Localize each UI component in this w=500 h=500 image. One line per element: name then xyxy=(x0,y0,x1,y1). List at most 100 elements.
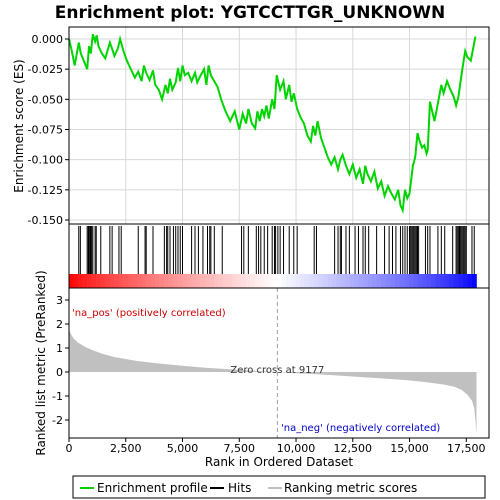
gradient-segment xyxy=(250,274,255,288)
gradient-segment xyxy=(101,274,106,288)
gradient-segment xyxy=(268,274,273,288)
gradient-segment xyxy=(128,274,133,288)
gradient-segment xyxy=(83,274,88,288)
gradient-segment xyxy=(422,274,427,288)
gradient-segment xyxy=(187,274,192,288)
es-y-tick-label: -0.025 xyxy=(28,63,63,76)
metric-y-tick-label: 1 xyxy=(56,342,63,355)
metric-y-tick-label: -2 xyxy=(52,414,63,427)
gradient-segment xyxy=(214,274,219,288)
metric-y-axis: 3 2 1 0 -1 -2 xyxy=(52,294,69,427)
negative-correlation-label: 'na_neg' (negatively correlated) xyxy=(281,423,440,434)
gradient-segment xyxy=(227,274,232,288)
gradient-segment xyxy=(363,274,368,288)
gradient-segment xyxy=(87,274,92,288)
x-tick-label: 5,000 xyxy=(167,442,199,455)
gradient-segment xyxy=(467,274,472,288)
gradient-segment xyxy=(386,274,391,288)
es-y-axis-label: Enrichment score (ES) xyxy=(12,59,26,192)
gradient-segment xyxy=(169,274,174,288)
es-y-tick-label: 0.000 xyxy=(32,33,64,46)
gradient-segment xyxy=(191,274,196,288)
metric-y-tick-label: 0 xyxy=(56,366,63,379)
gradient-segment xyxy=(205,274,210,288)
gradient-segment xyxy=(304,274,309,288)
gradient-segment xyxy=(372,274,377,288)
es-y-tick-label: -0.150 xyxy=(28,214,63,227)
ranking-metric-area xyxy=(69,326,477,434)
gradient-segment xyxy=(458,274,463,288)
x-tick-label: 17,500 xyxy=(447,442,486,455)
gradient-segment xyxy=(155,274,160,288)
gradient-segment xyxy=(74,274,79,288)
gradient-segment xyxy=(327,274,332,288)
gradient-segment xyxy=(314,274,319,288)
gradient-segment xyxy=(368,274,373,288)
gradient-segment xyxy=(264,274,269,288)
gradient-segment xyxy=(286,274,291,288)
gradient-segment xyxy=(110,274,115,288)
x-tick-label: 12,500 xyxy=(334,442,373,455)
gradient-segment xyxy=(332,274,337,288)
gradient-segment xyxy=(92,274,97,288)
gradient-segment xyxy=(341,274,346,288)
gradient-segment xyxy=(137,274,142,288)
gradient-segment xyxy=(381,274,386,288)
es-gridlines xyxy=(69,27,489,224)
gradient-segment xyxy=(141,274,146,288)
gradient-segment xyxy=(114,274,119,288)
gradient-segment xyxy=(160,274,165,288)
gradient-segment xyxy=(164,274,169,288)
hit-markers xyxy=(79,226,474,274)
gradient-segment xyxy=(431,274,436,288)
gradient-segment xyxy=(300,274,305,288)
gradient-segment xyxy=(105,274,110,288)
es-y-tick-label: -0.075 xyxy=(28,124,63,137)
gradient-segment xyxy=(445,274,450,288)
gradient-segment xyxy=(295,274,300,288)
gradient-segment xyxy=(123,274,128,288)
gradient-segment xyxy=(132,274,137,288)
positive-correlation-label: 'na_pos' (positively correlated) xyxy=(72,308,226,319)
gradient-segment xyxy=(282,274,287,288)
es-y-tick-label: -0.125 xyxy=(28,184,63,197)
hits-panel xyxy=(69,224,489,288)
x-tick-label: 2,500 xyxy=(110,442,142,455)
gradient-segment xyxy=(232,274,237,288)
gradient-segment xyxy=(413,274,418,288)
gradient-segment xyxy=(336,274,341,288)
x-tick-label: 10,000 xyxy=(277,442,316,455)
gradient-segment xyxy=(377,274,382,288)
gradient-segment xyxy=(359,274,364,288)
gradient-segment xyxy=(400,274,405,288)
es-y-axis: 0.000 -0.025 -0.050 -0.075 -0.100 -0.125 -0.15… xyxy=(28,33,69,227)
metric-y-tick-label: 3 xyxy=(56,294,63,307)
gradient-segment xyxy=(404,274,409,288)
gradient-segment xyxy=(390,274,395,288)
legend-es-label: Enrichment profile xyxy=(97,481,208,495)
legend-metric-label: Ranking metric scores xyxy=(284,481,417,495)
gradient-segment xyxy=(291,274,296,288)
gradient-segment xyxy=(345,274,350,288)
gradient-segment xyxy=(395,274,400,288)
gradient-segment xyxy=(472,274,477,288)
zero-cross-annotation: Zero cross at 9177 xyxy=(230,365,324,376)
gradient-segment xyxy=(119,274,124,288)
gradient-segment xyxy=(255,274,260,288)
gradient-segment xyxy=(200,274,205,288)
gradient-segment xyxy=(223,274,228,288)
enrichment-score-panel: 0.000 -0.025 -0.050 -0.075 -0.100 -0.125 -0.15… xyxy=(12,27,489,227)
gradient-segment xyxy=(246,274,251,288)
gradient-segment xyxy=(178,274,183,288)
gradient-segment xyxy=(354,274,359,288)
gradient-segment xyxy=(146,274,151,288)
ranked-metric-panel: Zero cross at 9177 'na_pos' (positively … xyxy=(34,270,489,469)
gradient-segment xyxy=(273,274,278,288)
gradient-segment xyxy=(409,274,414,288)
gradient-segment xyxy=(237,274,242,288)
gradient-segment xyxy=(182,274,187,288)
x-tick-label: 7,500 xyxy=(224,442,256,455)
gradient-segment xyxy=(277,274,282,288)
rank-gradient-bar xyxy=(69,274,477,288)
